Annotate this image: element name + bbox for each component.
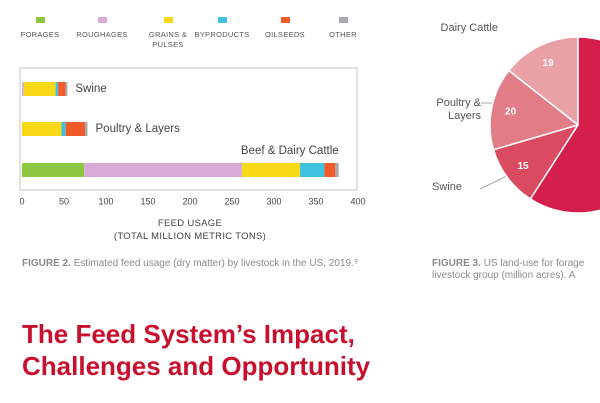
category-label: Poultry & Layers [96, 123, 181, 135]
legend-label: GRAINS & PULSES [148, 30, 188, 49]
bar-segment [65, 122, 85, 136]
bar-segment [55, 82, 59, 96]
x-tick-label: 300 [266, 196, 281, 206]
pie-value-label: 19 [542, 58, 554, 69]
bar-segment [335, 163, 339, 177]
caption-label: FIGURE 2. [22, 258, 71, 269]
x-tick-label: 50 [59, 196, 69, 206]
legend-item: BYPRODUCTS [190, 17, 254, 40]
x-tick-label: 150 [140, 196, 155, 206]
legend-label: OTHER [329, 30, 357, 39]
pie-label: Poultry & Layers [436, 97, 481, 122]
legend-item: GRAINS & PULSES [136, 17, 200, 50]
bar-segment [22, 163, 85, 177]
x-tick-label: 400 [350, 196, 365, 206]
legend-label: ROUGHAGES [76, 30, 128, 39]
pie-value-label: 20 [505, 107, 517, 118]
pie-value-label: 15 [517, 161, 529, 172]
bar-segment [300, 163, 325, 177]
legend-swatch [35, 17, 45, 23]
bar-segment [61, 122, 66, 136]
caption: FIGURE 2. Estimated feed usage (dry matt… [22, 258, 367, 270]
bar-segment [85, 122, 88, 136]
x-axis-label: (TOTAL MILLION METRIC TONS) [113, 231, 267, 242]
legend-item: ROUGHAGES [70, 17, 134, 40]
x-tick-label: 100 [98, 196, 113, 206]
caption-text: livestock group (million acres). A [432, 270, 576, 281]
leader-line [479, 175, 508, 190]
legend-label: FORAGES [20, 30, 60, 39]
legend-swatch [163, 17, 173, 23]
pie-slice [492, 123, 580, 201]
pie-slice [507, 36, 579, 127]
bar-segment [22, 82, 24, 96]
pie-label: Swine [432, 181, 462, 193]
x-tick-label: 200 [182, 196, 197, 206]
legend-swatch [338, 17, 348, 23]
caption-text: US land-use for forage [483, 258, 585, 269]
caption-text: Estimated feed usage (dry matter) by liv… [73, 258, 359, 269]
x-tick-label: 0 [19, 196, 24, 206]
legend-label: OILSEEDS [265, 30, 305, 39]
headline: The Feed System’s Impact, Challenges and… [22, 319, 371, 381]
legend-swatch [97, 17, 107, 23]
caption: FIGURE 3. US land-use for forage [432, 258, 584, 270]
legend-label: BYPRODUCTS [194, 30, 250, 39]
pie-slice [529, 36, 600, 214]
legend-item: OILSEEDS [253, 17, 317, 40]
x-tick-label: 350 [308, 196, 323, 206]
bar-segment [65, 82, 68, 96]
category-label: Beef & Dairy Cattle [241, 145, 339, 157]
legend-swatch [280, 17, 290, 23]
caption-label: FIGURE 3. [432, 258, 481, 269]
category-label: Swine [75, 83, 106, 95]
bar-segment [23, 82, 56, 96]
bar-segment [324, 163, 336, 177]
x-axis-label: FEED USAGE [157, 218, 223, 229]
pie-slice [489, 69, 580, 151]
bar-segment [84, 163, 243, 177]
bar-segment [242, 163, 301, 177]
plot-frame [19, 67, 358, 191]
x-tick-label: 250 [224, 196, 239, 206]
legend-swatch [217, 17, 227, 23]
legend-item: OTHER [311, 17, 375, 40]
pie-label: Dairy Cattle [440, 22, 498, 34]
legend-item: FORAGES [8, 17, 72, 40]
bar-segment [22, 122, 62, 136]
bar-segment [58, 82, 66, 96]
